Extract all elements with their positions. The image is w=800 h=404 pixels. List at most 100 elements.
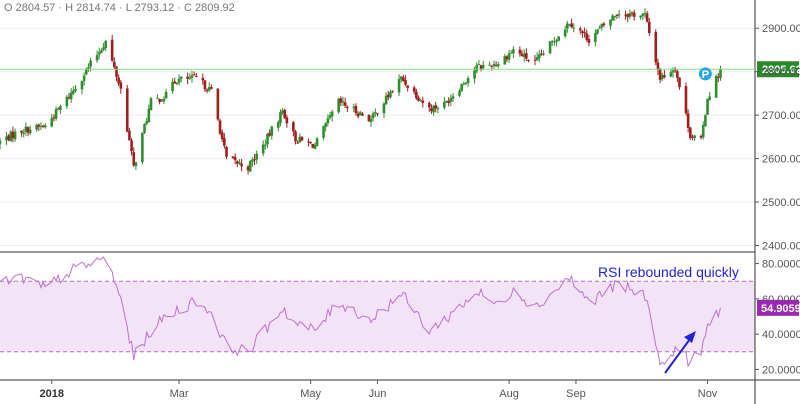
candle-body: [458, 91, 461, 96]
candle-body: [217, 89, 220, 120]
candle-body: [322, 126, 325, 138]
candle-body: [508, 54, 511, 60]
candle-body: [443, 102, 446, 108]
candle-body: [294, 131, 297, 141]
candle-body: [452, 96, 455, 98]
candle-body: [598, 27, 601, 28]
candle-body: [324, 123, 327, 127]
candle-body: [564, 30, 567, 37]
price-tick-label: 2400.00: [762, 240, 800, 252]
candle-body: [219, 120, 222, 133]
candle-body: [389, 92, 392, 97]
candle-body: [678, 77, 681, 87]
candle-body: [702, 125, 705, 137]
candle-body: [135, 162, 138, 166]
candle-body: [115, 67, 118, 77]
candle-body: [44, 125, 47, 127]
price-tick-label: 2900.00: [762, 23, 800, 35]
candle-body: [383, 104, 386, 114]
candle-body: [585, 33, 588, 39]
price-tick-label: 2600.00: [762, 154, 800, 166]
candle-body: [704, 115, 707, 126]
candle-body: [163, 99, 166, 102]
candle-body: [450, 98, 453, 101]
candle-body: [482, 65, 485, 68]
rsi-annotation: RSI rebounded quickly: [598, 264, 739, 280]
candle-body: [249, 161, 252, 171]
candle-body: [316, 138, 319, 146]
candle-body: [355, 106, 358, 113]
candle-body: [286, 117, 289, 123]
candle-body: [376, 113, 379, 114]
candle-body: [165, 92, 168, 98]
candle-body: [309, 142, 312, 143]
current-rsi-label: 54.9059: [761, 303, 800, 315]
candle-body: [654, 32, 657, 62]
candle-body: [180, 77, 183, 79]
candle-body: [603, 24, 606, 25]
candle-body: [225, 147, 228, 157]
rsi-tick-label: 80.0000: [762, 259, 800, 271]
candle-body: [296, 143, 299, 144]
candle-body: [271, 127, 274, 136]
candle-body: [475, 65, 478, 71]
rsi-band: [0, 281, 755, 352]
candle-body: [0, 140, 1, 144]
candle-body: [201, 78, 204, 80]
candle-body: [406, 85, 409, 87]
candle-body: [204, 80, 207, 89]
candle-body: [171, 82, 174, 91]
candle-body: [301, 137, 304, 140]
candle-body: [670, 72, 673, 76]
candle-body: [573, 28, 576, 29]
candle-body: [633, 13, 636, 17]
candle-body: [538, 54, 541, 58]
candle-body: [525, 53, 528, 58]
ohlc-readout: O 2804.57 · H 2814.74 · L 2793.12 · C 28…: [4, 2, 235, 14]
candle-body: [434, 105, 437, 108]
candle-body: [111, 40, 114, 61]
candle-body: [100, 50, 103, 53]
candle-body: [473, 70, 476, 78]
price-tick-label: 2500.00: [762, 197, 800, 209]
candle-body: [255, 154, 258, 160]
candle-body: [428, 103, 431, 107]
candle-body: [370, 119, 373, 122]
candle-body: [55, 109, 58, 119]
candle-body: [195, 76, 198, 77]
candle-body: [404, 80, 407, 85]
candle-body: [398, 79, 401, 92]
candle-body: [96, 55, 99, 60]
candle-body: [29, 130, 32, 134]
candle-body: [113, 62, 116, 68]
time-tick-label: May: [300, 388, 321, 400]
candle-body: [460, 84, 463, 91]
candle-body: [594, 33, 597, 42]
candle-body: [672, 70, 675, 72]
candle-body: [240, 164, 243, 167]
candle-body: [596, 29, 599, 33]
candle-body: [234, 157, 237, 160]
candle-body: [59, 106, 62, 110]
price-tick-label: 2800.00: [762, 67, 800, 79]
candle-body: [130, 140, 133, 151]
price-tick-label: 2700.00: [762, 110, 800, 122]
candle-body: [89, 61, 92, 67]
candle-body: [141, 133, 144, 162]
candle-body: [570, 23, 573, 27]
candle-body: [346, 107, 349, 108]
candle-body: [648, 22, 651, 33]
candle-body: [74, 89, 77, 91]
candle-body: [719, 69, 722, 78]
candle-body: [618, 14, 621, 15]
time-tick-label: Mar: [170, 388, 189, 400]
candle-body: [279, 112, 282, 123]
candle-body: [292, 122, 295, 131]
candle-body: [176, 83, 179, 84]
candle-body: [22, 133, 25, 134]
candle-body: [81, 81, 84, 89]
candle-body: [527, 60, 530, 61]
candle-body: [189, 78, 192, 79]
candle-body: [613, 16, 616, 17]
